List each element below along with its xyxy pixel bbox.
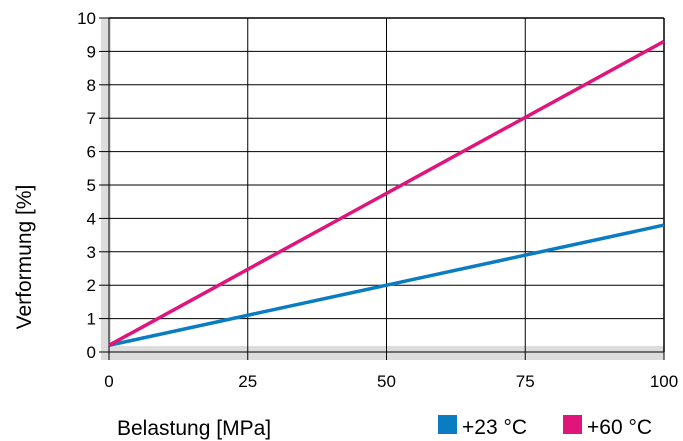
y-tick-label: 10 — [77, 9, 96, 28]
y-axis-band — [101, 18, 111, 360]
y-tick-label: 7 — [87, 109, 96, 128]
y-tick-label: 9 — [87, 42, 96, 61]
y-tick-label: 5 — [87, 176, 96, 195]
legend-label: +60 °C — [587, 416, 652, 439]
x-tick-label: 25 — [238, 372, 257, 391]
y-tick-label: 0 — [87, 343, 96, 362]
grid-lines — [108, 17, 665, 353]
series-line — [108, 223, 665, 348]
legend-swatch — [563, 415, 582, 434]
x-axis-ticks: 0 25 50 75 100 — [104, 352, 678, 391]
x-tick-label: 0 — [104, 372, 113, 391]
x-tick-label: 100 — [650, 372, 678, 391]
y-tick-label: 8 — [87, 76, 96, 95]
x-axis-band — [101, 346, 664, 360]
x-axis-title: Belastung [MPa] — [117, 417, 271, 440]
plot-frame — [109, 17, 665, 352]
axis-bands — [101, 18, 664, 360]
y-axis-ticks: 0 1 2 3 4 5 6 7 8 9 10 — [77, 9, 109, 362]
y-tick-label: 4 — [87, 209, 96, 228]
y-axis-title: Verformung [%] — [13, 185, 36, 330]
x-tick-label: 50 — [377, 372, 396, 391]
y-tick-label: 3 — [87, 243, 96, 262]
legend: +23 °C +60 °C — [438, 415, 652, 439]
legend-swatch — [438, 415, 457, 434]
series-lines — [108, 39, 665, 348]
legend-label: +23 °C — [462, 416, 527, 439]
series-line — [108, 39, 665, 347]
y-tick-label: 1 — [87, 310, 96, 329]
y-tick-label: 6 — [87, 143, 96, 162]
y-tick-label: 2 — [87, 276, 96, 295]
x-tick-label: 75 — [516, 372, 535, 391]
